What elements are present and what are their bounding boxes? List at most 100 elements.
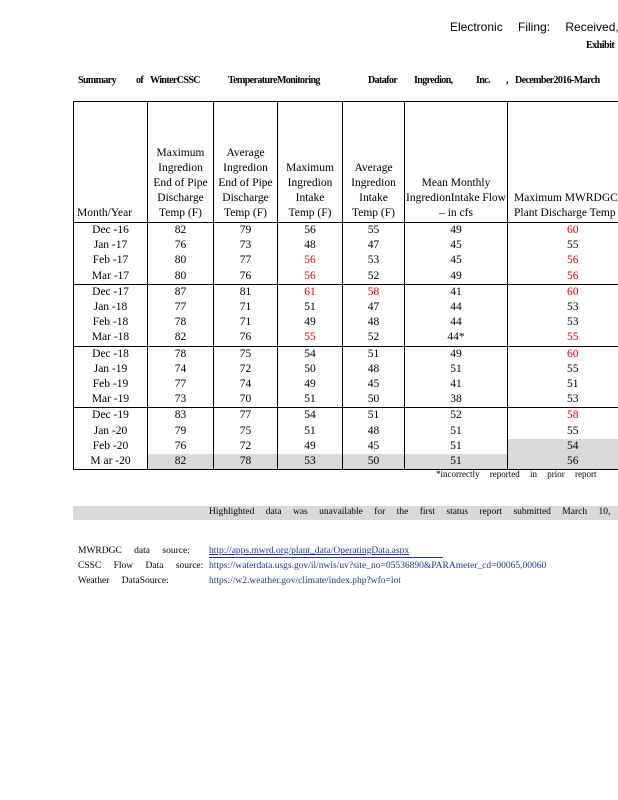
month-cell: Jan -17 [73,238,148,254]
month-cell: Feb -19 [73,376,148,393]
value-cell: 78 [213,453,278,470]
exhibit-label: Exhibit [586,40,615,51]
month-cell: Dec -17 [73,283,148,300]
value-cell: 56 [277,268,343,285]
value-cell: 49 [404,222,508,239]
column-header: Maximum Ingredion Intake Temp (F) [277,101,343,223]
title-word: , [506,75,508,86]
value-cell: 82 [147,330,214,346]
value-cell: 50 [277,361,343,377]
value-cell: 70 [213,392,278,408]
value-cell: 53 [277,453,343,470]
value-cell: 51 [404,438,508,454]
month-cell: Mar -19 [73,392,148,408]
value-cell: 45 [342,438,405,454]
weather-source-label: Weather DataSource: [78,576,169,586]
value-cell: 49 [277,376,343,393]
table-row: Dec -19 83 77 54 51 52 58 [73,407,618,424]
cssc-flow-source-link[interactable]: https://waterdata.usgs.gov/il/nwis/uv?si… [209,561,547,571]
value-cell: 61 [277,283,343,300]
value-cell: 49 [277,438,343,454]
value-cell: 54 [507,438,618,454]
value-cell: 51 [404,423,508,439]
value-cell: 55 [507,423,618,439]
value-cell: 38 [404,392,508,408]
value-cell: 49 [277,315,343,331]
table-row: Jan -20 79 75 51 48 51 55 [73,423,618,439]
value-cell: 45 [404,253,508,269]
value-cell: 60 [507,283,618,300]
column-header: Maximum Ingredion End of Pipe Discharge … [147,101,214,223]
value-cell: 48 [342,361,405,377]
column-header: Month/Year [73,101,148,223]
value-cell: 76 [213,268,278,285]
weather-source-link[interactable]: https://w2.weather.gov/climate/index.php… [209,576,401,586]
mwrdgc-source-link[interactable]: http://apps.mwrd.org/plant_data/Operatin… [209,546,410,556]
value-cell: 56 [507,453,618,470]
value-cell: 80 [147,253,214,269]
value-cell: 78 [147,345,214,362]
value-cell: 79 [147,423,214,439]
table-row: Mar -18 82 76 55 52 44* 55 [73,330,618,346]
title-word: December2016-March [515,75,600,86]
table-row: Jan -17 76 73 48 47 45 55 [73,238,618,254]
table-row: Mar -17 80 76 56 52 49 56 [73,268,618,285]
table-row: Feb -18 78 71 49 48 44 53 [73,315,618,331]
value-cell: 51 [342,407,405,424]
value-cell: 78 [147,315,214,331]
value-cell: 51 [277,392,343,408]
value-cell: 81 [213,283,278,300]
value-cell: 74 [147,361,214,377]
value-cell: 47 [342,238,405,254]
value-cell: 55 [277,330,343,346]
value-cell: 73 [147,392,214,408]
value-cell: 72 [213,361,278,377]
value-cell: 53 [507,392,618,408]
value-cell: 50 [342,453,405,470]
value-cell: 75 [213,345,278,362]
value-cell: 76 [213,330,278,346]
value-cell: 51 [507,376,618,393]
value-cell: 79 [213,222,278,239]
month-cell: Dec -19 [73,407,148,424]
month-cell: M ar -20 [73,453,148,470]
value-cell: 77 [147,376,214,393]
mwrdgc-source-label: MWRDGC data source: [78,546,190,556]
value-cell: 48 [342,423,405,439]
value-cell: 71 [213,315,278,331]
value-cell: 58 [342,283,405,300]
link-underline [209,557,443,558]
column-header: Mean Monthly IngredionIntake Flow – in c… [404,101,508,223]
column-header: Maximum MWRDGC Stickney Plant Discharge … [507,101,618,223]
value-cell: 44* [404,330,508,346]
table-row: Dec -17 87 81 61 58 41 60 [73,283,618,300]
value-cell: 56 [277,253,343,269]
title-word: Inc. [476,75,491,86]
value-cell: 44 [404,315,508,331]
value-cell: 47 [342,299,405,316]
value-cell: 50 [342,392,405,408]
value-cell: 51 [404,453,508,470]
table-row: Jan -18 77 71 51 47 44 53 [73,299,618,316]
value-cell: 48 [342,315,405,331]
month-cell: Mar -17 [73,268,148,285]
value-cell: 53 [507,315,618,331]
column-header: Average Ingredion End of Pipe Discharge … [213,101,278,223]
value-cell: 53 [507,299,618,316]
month-cell: Jan -20 [73,423,148,439]
value-cell: 73 [213,238,278,254]
value-cell: 77 [147,299,214,316]
value-cell: 52 [342,330,405,346]
table-row: Feb -19 77 74 49 45 41 51 [73,376,618,393]
value-cell: 77 [213,253,278,269]
value-cell: 45 [342,376,405,393]
value-cell: 56 [277,222,343,239]
cssc-flow-source-label: CSSC Flow Data source: [78,561,204,571]
month-cell: Feb -17 [73,253,148,269]
value-cell: 77 [213,407,278,424]
value-cell: 60 [507,345,618,362]
value-cell: 51 [277,423,343,439]
value-cell: 82 [147,453,214,470]
month-cell: Feb -18 [73,315,148,331]
